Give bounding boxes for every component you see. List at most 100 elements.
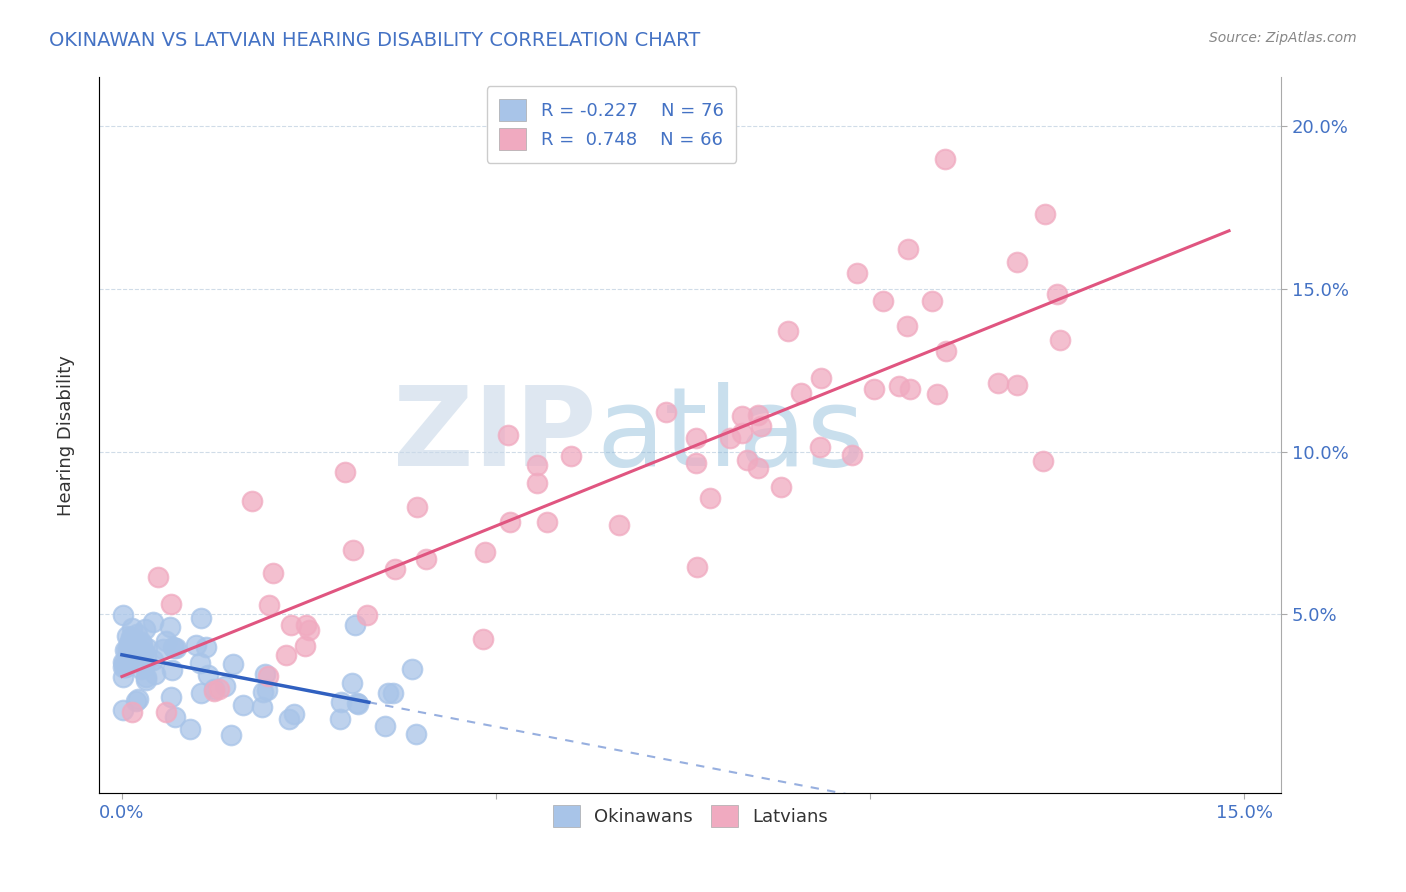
Point xyxy=(204,682,226,697)
Point xyxy=(125,694,148,708)
Point xyxy=(114,642,136,657)
Text: OKINAWAN VS LATVIAN HEARING DISABILITY CORRELATION CHART: OKINAWAN VS LATVIAN HEARING DISABILITY C… xyxy=(49,31,700,50)
Point xyxy=(898,382,921,396)
Point xyxy=(159,619,181,633)
Point xyxy=(655,405,678,419)
Point xyxy=(841,448,863,462)
Point xyxy=(298,623,321,637)
Point xyxy=(747,409,769,423)
Point xyxy=(155,633,177,648)
Point xyxy=(1005,378,1028,392)
Point xyxy=(121,705,143,719)
Point xyxy=(125,626,148,640)
Point xyxy=(240,493,263,508)
Point xyxy=(250,700,273,714)
Point xyxy=(194,640,217,655)
Point xyxy=(190,611,212,625)
Point xyxy=(862,382,884,396)
Point xyxy=(160,690,183,705)
Point xyxy=(347,697,370,711)
Point xyxy=(560,449,582,463)
Text: atlas: atlas xyxy=(596,382,865,489)
Point xyxy=(114,660,136,674)
Point xyxy=(152,642,174,657)
Point xyxy=(165,641,187,656)
Point xyxy=(115,643,138,657)
Point xyxy=(607,518,630,533)
Point xyxy=(406,500,429,514)
Text: ZIP: ZIP xyxy=(392,382,596,489)
Point xyxy=(872,293,894,308)
Point xyxy=(131,648,153,663)
Point xyxy=(112,608,135,623)
Point xyxy=(135,648,157,663)
Point xyxy=(114,659,136,673)
Point xyxy=(208,682,231,697)
Point xyxy=(283,706,305,721)
Point xyxy=(112,702,135,716)
Point xyxy=(118,636,141,650)
Point xyxy=(808,441,831,455)
Point xyxy=(1032,453,1054,467)
Point xyxy=(1049,333,1071,347)
Point xyxy=(162,640,184,655)
Point xyxy=(735,452,758,467)
Point xyxy=(342,542,364,557)
Point xyxy=(770,480,793,494)
Point xyxy=(188,656,211,670)
Text: Source: ZipAtlas.com: Source: ZipAtlas.com xyxy=(1209,31,1357,45)
Point xyxy=(118,643,141,657)
Point xyxy=(148,570,170,584)
Point xyxy=(346,697,368,711)
Point xyxy=(401,662,423,676)
Point xyxy=(120,631,142,645)
Point xyxy=(221,657,243,671)
Point xyxy=(135,670,157,684)
Point xyxy=(256,682,278,697)
Point xyxy=(134,645,156,659)
Point xyxy=(160,663,183,677)
Point xyxy=(384,562,406,576)
Point xyxy=(896,319,918,334)
Point xyxy=(845,266,868,280)
Point xyxy=(810,371,832,385)
Point xyxy=(405,727,427,741)
Point xyxy=(329,695,352,709)
Point xyxy=(382,686,405,700)
Point xyxy=(197,667,219,681)
Point xyxy=(214,680,236,694)
Point xyxy=(686,560,709,574)
Point xyxy=(471,632,494,647)
Point xyxy=(526,458,548,473)
Point xyxy=(118,651,141,665)
Point xyxy=(499,515,522,529)
Point xyxy=(257,598,280,612)
Point xyxy=(121,621,143,635)
Point xyxy=(179,722,201,736)
Point xyxy=(253,666,276,681)
Legend: Okinawans, Latvians: Okinawans, Latvians xyxy=(546,798,835,834)
Point xyxy=(356,607,378,622)
Point xyxy=(280,618,302,632)
Point xyxy=(731,409,754,424)
Point xyxy=(277,712,299,726)
Point xyxy=(204,683,226,698)
Point xyxy=(257,669,280,683)
Point xyxy=(232,698,254,712)
Point xyxy=(143,667,166,681)
Point xyxy=(129,662,152,676)
Point xyxy=(134,623,156,637)
Point xyxy=(377,686,399,700)
Point xyxy=(112,655,135,669)
Point xyxy=(219,728,242,742)
Point xyxy=(131,637,153,651)
Point xyxy=(118,654,141,668)
Point xyxy=(118,635,141,649)
Point xyxy=(526,475,548,490)
Point xyxy=(1005,254,1028,268)
Point xyxy=(934,152,956,166)
Point xyxy=(274,648,297,662)
Point xyxy=(112,656,135,670)
Point xyxy=(333,465,356,479)
Point xyxy=(925,387,948,401)
